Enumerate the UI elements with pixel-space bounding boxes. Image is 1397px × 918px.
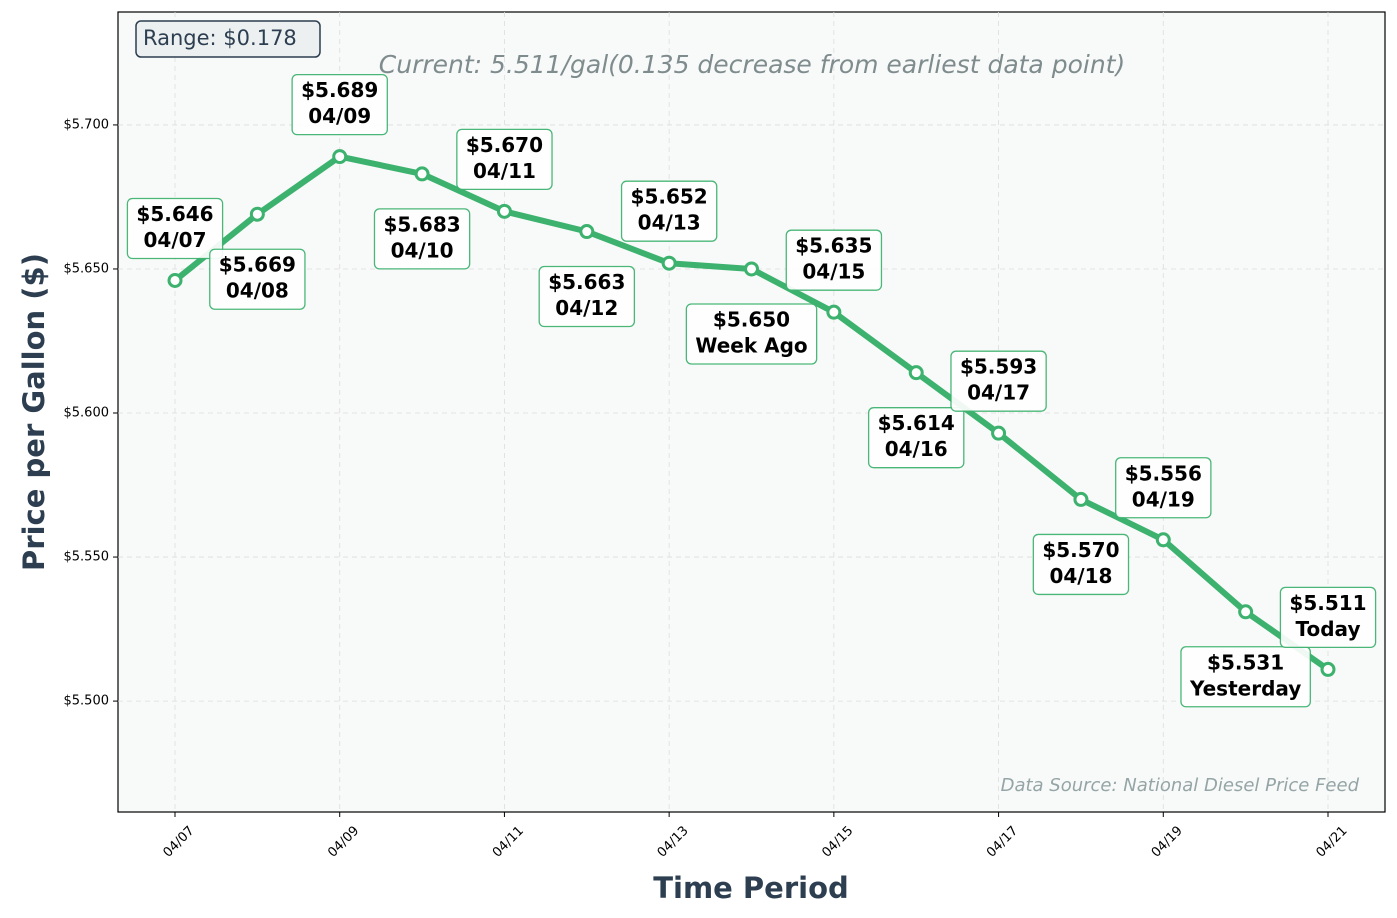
- label-box: [950, 350, 1047, 412]
- point: [579, 224, 595, 240]
- range-box: [135, 20, 321, 58]
- label-box: [538, 265, 636, 328]
- y-tick-label: $5.650: [64, 261, 110, 276]
- label-box: [1115, 457, 1212, 519]
- x-tick-label: 04/13: [655, 823, 692, 860]
- x-tick-label: 04/11: [490, 823, 527, 860]
- value-label: $5.670: [466, 133, 543, 157]
- plot-area: [117, 11, 1386, 813]
- value-label: $5.556: [1125, 461, 1202, 485]
- value-label: $5.593: [960, 355, 1037, 379]
- y-tick-label: $5.600: [64, 406, 110, 421]
- point-label: 04/11: [473, 159, 536, 183]
- value-label: $5.663: [548, 270, 625, 294]
- x-tick-label: 04/09: [325, 823, 362, 860]
- point-label: 04/16: [885, 437, 948, 461]
- label-box: [1032, 533, 1130, 596]
- y-axis-label: Price per Gallon ($): [17, 253, 51, 571]
- point-label: 04/10: [391, 238, 454, 262]
- y-tick-label: $5.700: [64, 117, 110, 132]
- x-axis-label: Time Period: [653, 871, 849, 905]
- value-label: $5.511: [1289, 591, 1366, 615]
- y-tick-label: $5.550: [64, 550, 110, 565]
- point-label: 04/07: [144, 228, 207, 252]
- point-label: Week Ago: [695, 333, 807, 357]
- value-label: $5.635: [795, 234, 872, 258]
- label-box: [1279, 586, 1377, 649]
- point: [991, 425, 1007, 441]
- x-tick-label: 04/07: [160, 823, 197, 860]
- range-label: Range: $0.178: [143, 26, 297, 50]
- x-tick-label: 04/17: [984, 823, 1021, 860]
- point-label: 04/09: [308, 104, 371, 128]
- x-tick-label: 04/19: [1149, 823, 1186, 860]
- point: [1155, 532, 1171, 548]
- label-box: [685, 303, 818, 365]
- point-label: 04/13: [638, 211, 701, 235]
- x-tick-label: 04/15: [819, 823, 856, 860]
- label-box: [620, 180, 718, 242]
- value-label: $5.570: [1042, 538, 1119, 562]
- point: [1073, 491, 1089, 507]
- label-box: [373, 208, 471, 270]
- chart-title: Current: 5.511/gal(0.135 decrease from e…: [379, 50, 1125, 79]
- point: [744, 261, 759, 277]
- value-label: $5.689: [301, 78, 378, 102]
- point-label: 04/18: [1049, 564, 1112, 588]
- x-tick-label: 04/21: [1313, 823, 1350, 860]
- value-label: $5.531: [1207, 650, 1284, 674]
- point-label: Today: [1296, 617, 1361, 641]
- label-box: [209, 248, 306, 310]
- point: [332, 149, 348, 165]
- value-label: $5.650: [713, 307, 790, 331]
- value-label: $5.646: [136, 202, 213, 226]
- point: [496, 203, 512, 219]
- point: [908, 365, 924, 381]
- value-label: $5.669: [219, 253, 296, 277]
- label-box: [456, 128, 553, 191]
- point: [661, 255, 677, 271]
- label-box: [291, 73, 388, 136]
- point-label: 04/19: [1132, 487, 1195, 511]
- value-label: $5.652: [631, 185, 708, 209]
- label-box: [126, 197, 224, 260]
- plot: $5.64604/07$5.66904/08$5.68904/09$5.6830…: [126, 73, 1377, 708]
- point: [1320, 661, 1336, 677]
- point-label: 04/12: [555, 296, 618, 320]
- label-box: [867, 407, 965, 469]
- point: [826, 304, 842, 320]
- label-box: [1180, 646, 1311, 708]
- point-label: Yesterday: [1189, 676, 1301, 700]
- point-label: 04/08: [226, 279, 289, 303]
- label-box: [785, 229, 883, 291]
- value-label: $5.614: [878, 411, 955, 435]
- point: [1238, 604, 1254, 620]
- point: [167, 272, 183, 288]
- point-label: 04/15: [802, 260, 865, 284]
- source-note: Data Source: National Diesel Price Feed: [1001, 775, 1360, 796]
- value-label: $5.683: [383, 212, 460, 236]
- point: [414, 166, 430, 182]
- point: [249, 206, 265, 222]
- y-tick-label: $5.500: [64, 694, 110, 709]
- point-label: 04/17: [967, 381, 1030, 405]
